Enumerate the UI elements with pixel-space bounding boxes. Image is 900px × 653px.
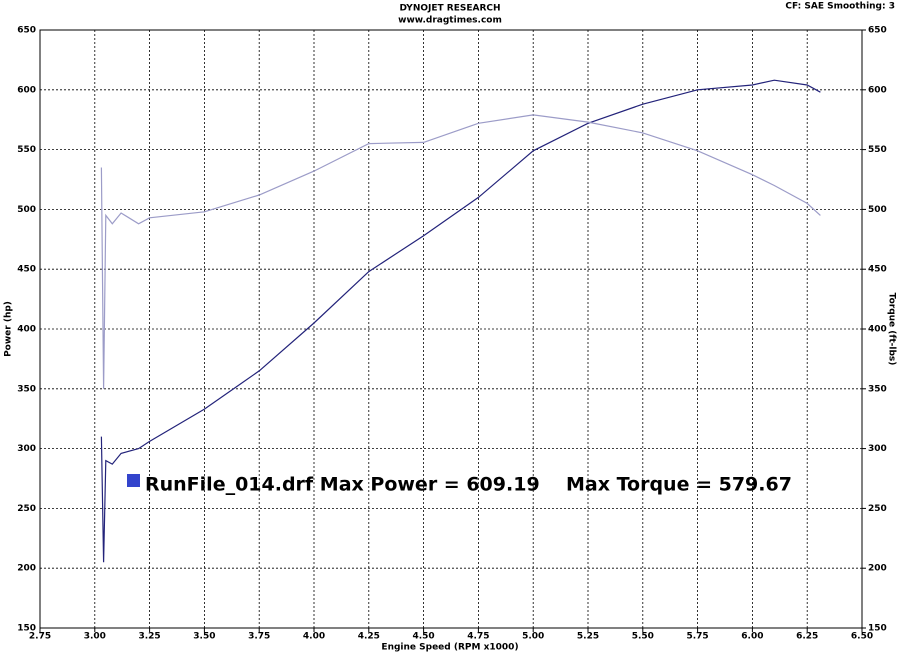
- y2-tick-label: 450: [868, 265, 887, 275]
- x-tick-label: 6.00: [741, 632, 763, 642]
- x-tick-label: 2.75: [29, 632, 51, 642]
- y-tick-label: 250: [17, 504, 36, 514]
- x-tick-label: 3.00: [84, 632, 106, 642]
- annotation: Max Torque = 579.67: [566, 474, 792, 496]
- x-tick-label: 6.50: [851, 632, 873, 642]
- x-tick-label: 6.25: [796, 632, 818, 642]
- y-tick-label: 400: [17, 325, 36, 335]
- x-axis-label: Engine Speed (RPM x1000): [381, 643, 518, 653]
- y2-axis-label: Torque (ft-lbs): [887, 293, 897, 366]
- y2-tick-label: 600: [868, 85, 887, 95]
- y2-tick-label: 550: [868, 145, 887, 155]
- x-tick-label: 4.75: [467, 632, 489, 642]
- annotation: RunFile_014.drf Max Power = 609.19: [145, 474, 540, 496]
- y-tick-label: 600: [17, 85, 36, 95]
- x-tick-label: 4.25: [358, 632, 380, 642]
- y-tick-label: 550: [17, 145, 36, 155]
- y2-tick-label: 500: [868, 205, 887, 215]
- y2-tick-label: 400: [868, 325, 887, 335]
- legend-swatch: [127, 474, 140, 487]
- series-line: [100, 79, 821, 563]
- y-tick-label: 650: [17, 26, 36, 36]
- corner-note: CF: SAE Smoothing: 3: [785, 2, 895, 12]
- y2-tick-label: 200: [868, 564, 887, 574]
- y2-tick-label: 350: [868, 384, 887, 394]
- y-tick-label: 350: [17, 384, 36, 394]
- y2-tick-label: 250: [868, 504, 887, 514]
- plot-frame: [39, 29, 863, 629]
- x-tick-label: 5.25: [577, 632, 599, 642]
- x-tick-label: 3.25: [138, 632, 160, 642]
- x-tick-label: 5.50: [632, 632, 654, 642]
- x-tick-label: 5.00: [522, 632, 544, 642]
- y-tick-label: 150: [17, 624, 36, 634]
- y2-tick-label: 150: [868, 624, 887, 634]
- chart-title: DYNOJET RESEARCH: [399, 4, 500, 14]
- x-tick-label: 4.50: [412, 632, 434, 642]
- y-tick-label: 500: [17, 205, 36, 215]
- x-tick-label: 4.00: [303, 632, 325, 642]
- y-tick-label: 200: [17, 564, 36, 574]
- y2-tick-label: 650: [868, 26, 887, 36]
- y-tick-label: 450: [17, 265, 36, 275]
- y-axis-label: Power (hp): [4, 301, 14, 357]
- x-tick-label: 3.75: [248, 632, 270, 642]
- y2-tick-label: 300: [868, 444, 887, 454]
- y-tick-label: 300: [17, 444, 36, 454]
- x-tick-label: 5.75: [686, 632, 708, 642]
- series-line: [100, 114, 821, 389]
- chart-subtitle: www.dragtimes.com: [398, 16, 502, 26]
- x-tick-label: 3.50: [193, 632, 215, 642]
